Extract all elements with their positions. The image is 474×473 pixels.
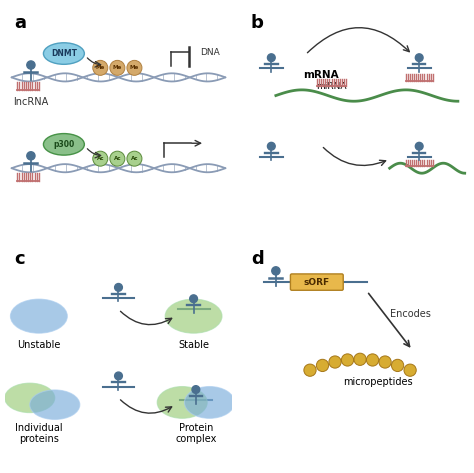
- Text: Ac: Ac: [131, 156, 138, 161]
- Text: Ac: Ac: [114, 156, 121, 161]
- Circle shape: [404, 364, 416, 377]
- Text: Individual
proteins: Individual proteins: [15, 423, 63, 445]
- Text: Protein
complex: Protein complex: [175, 423, 217, 445]
- Text: Unstable: Unstable: [17, 340, 61, 350]
- Text: Stable: Stable: [178, 340, 209, 350]
- Ellipse shape: [157, 386, 207, 418]
- Text: mRNA: mRNA: [303, 70, 339, 79]
- Text: Me: Me: [96, 65, 105, 70]
- Text: Encodes: Encodes: [390, 309, 430, 319]
- Circle shape: [415, 54, 423, 61]
- Text: a: a: [14, 14, 26, 32]
- Text: p300: p300: [53, 140, 74, 149]
- Ellipse shape: [44, 133, 84, 155]
- Ellipse shape: [30, 390, 80, 420]
- Circle shape: [316, 359, 328, 372]
- Circle shape: [127, 151, 142, 166]
- Ellipse shape: [5, 383, 55, 412]
- Circle shape: [267, 54, 275, 61]
- Circle shape: [366, 354, 379, 366]
- Circle shape: [341, 354, 354, 366]
- Ellipse shape: [44, 43, 84, 64]
- Circle shape: [93, 151, 108, 166]
- Ellipse shape: [10, 299, 67, 333]
- Text: DNA: DNA: [200, 48, 219, 57]
- Circle shape: [110, 61, 125, 75]
- Circle shape: [127, 61, 142, 75]
- Text: sORF: sORF: [304, 278, 330, 287]
- Circle shape: [354, 353, 366, 366]
- Circle shape: [115, 372, 122, 380]
- Circle shape: [392, 359, 404, 372]
- Text: c: c: [14, 250, 25, 268]
- Circle shape: [110, 151, 125, 166]
- FancyBboxPatch shape: [291, 274, 343, 290]
- Text: Ac: Ac: [97, 156, 104, 161]
- Text: d: d: [251, 250, 264, 268]
- Ellipse shape: [165, 299, 222, 333]
- Text: Me: Me: [130, 65, 139, 70]
- Circle shape: [267, 142, 275, 150]
- Circle shape: [272, 267, 280, 275]
- Circle shape: [115, 283, 122, 291]
- Circle shape: [192, 385, 200, 394]
- Text: lncRNA: lncRNA: [13, 96, 48, 107]
- Text: miRNA: miRNA: [316, 82, 347, 91]
- Circle shape: [93, 61, 108, 75]
- Text: b: b: [251, 14, 264, 32]
- Circle shape: [379, 356, 391, 368]
- Circle shape: [27, 152, 35, 160]
- Circle shape: [415, 142, 423, 150]
- Ellipse shape: [184, 386, 235, 418]
- Circle shape: [304, 364, 316, 377]
- Circle shape: [329, 356, 341, 368]
- Text: Me: Me: [113, 65, 122, 70]
- Circle shape: [190, 295, 198, 303]
- Text: DNMT: DNMT: [51, 49, 77, 58]
- Circle shape: [27, 61, 35, 69]
- Text: micropeptides: micropeptides: [344, 377, 413, 387]
